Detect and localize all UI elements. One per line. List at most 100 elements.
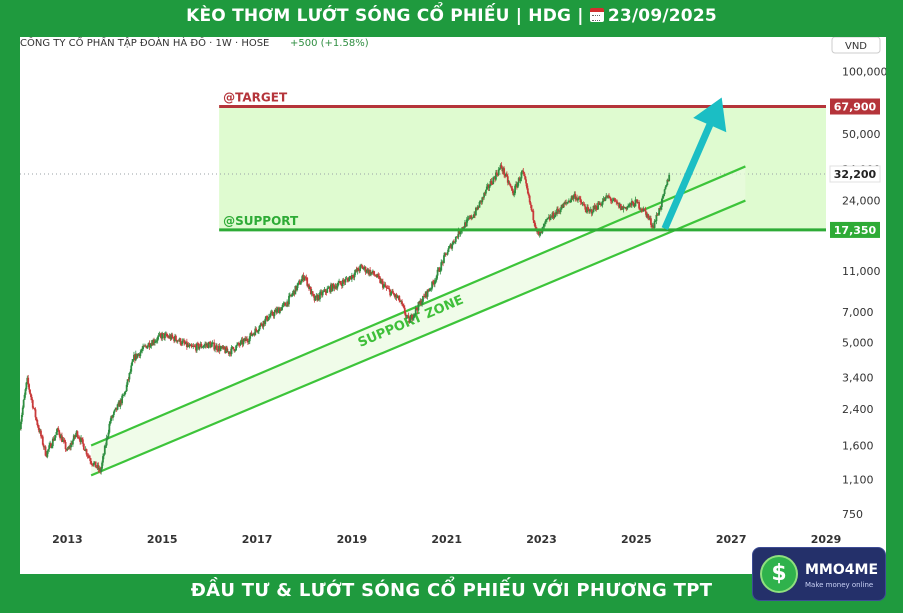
candle-body (290, 295, 293, 297)
candle-body (268, 316, 271, 317)
candle-body (446, 251, 449, 255)
candle-body (410, 315, 413, 318)
candle-body (619, 204, 621, 208)
candle-body (175, 335, 177, 340)
candle-body (603, 198, 606, 201)
candle-body (567, 200, 570, 203)
candle-body (43, 446, 46, 448)
candle-body (126, 379, 129, 385)
candle-body (648, 217, 651, 219)
target-price-label: 67,900 (834, 101, 877, 114)
candle-body (53, 437, 56, 441)
candle-body (611, 200, 614, 202)
candle-body (148, 342, 151, 348)
candle-body (330, 284, 333, 291)
candle-body (308, 284, 310, 290)
currency-selector[interactable] (831, 37, 881, 54)
candle-body (557, 208, 559, 212)
candle-body (437, 268, 440, 270)
candle-body (658, 208, 661, 215)
candle-body (269, 312, 272, 317)
candle-body (293, 290, 296, 295)
candle-body (164, 333, 167, 335)
target-arrow-icon (661, 97, 727, 230)
candle-body (627, 206, 630, 208)
candle-body (382, 284, 385, 288)
candle-body (166, 336, 169, 337)
candle-body (377, 274, 380, 277)
x-tick-label: 2013 (52, 533, 83, 546)
candle-body (82, 443, 85, 450)
candle-body (416, 309, 419, 311)
candle-body (625, 207, 628, 210)
candle-body (67, 448, 70, 450)
candle-body (165, 333, 168, 337)
candle-body (356, 268, 359, 272)
candle-body (83, 449, 86, 451)
candle-body (494, 177, 496, 180)
candle-body (528, 195, 531, 203)
candle-body (585, 209, 588, 213)
candle-body (78, 437, 81, 440)
candle-body (384, 284, 387, 288)
candle-body (318, 295, 320, 300)
candle-body (235, 345, 237, 351)
candle-body (506, 176, 509, 183)
candle-body (646, 214, 649, 217)
x-tick-label: 2025 (621, 533, 652, 546)
candle-body (187, 344, 190, 347)
candle-body (403, 307, 406, 314)
candle-body (258, 325, 261, 330)
candle-body (274, 309, 277, 312)
candle-body (21, 407, 24, 415)
candle-body (460, 230, 463, 233)
candle-body (488, 186, 491, 188)
candle-body (516, 182, 519, 188)
candle-body (337, 282, 340, 286)
candle-body (233, 348, 236, 352)
candle-body (408, 317, 411, 323)
candle-body (532, 210, 535, 221)
candle-body (586, 206, 589, 213)
candle-body (638, 202, 640, 209)
price-chart[interactable]: SUPPORT ZONE @TARGET67,900@SUPPORT17,350… (20, 37, 886, 574)
candle-body (237, 342, 240, 345)
candle-body (470, 215, 473, 219)
candle-body (301, 275, 304, 280)
candle-body (182, 340, 185, 342)
candle-body (138, 353, 141, 357)
candle-body (303, 277, 306, 281)
candle-body (289, 294, 292, 296)
x-tick-label: 2027 (716, 533, 747, 546)
candle-body (251, 334, 254, 336)
candle-body (281, 304, 284, 308)
candle-body (52, 438, 55, 441)
chart-panel[interactable]: SUPPORT ZONE @TARGET 67,900 @SUPPORT 17,350… (20, 37, 886, 574)
candle-body (275, 309, 278, 313)
candle-body (240, 339, 243, 342)
candle-body (579, 198, 582, 203)
candle-body (659, 208, 661, 210)
candle-body (271, 311, 274, 316)
candle-body (519, 178, 522, 182)
candle-body (332, 283, 335, 286)
footer-banner: ĐẦU TƯ & LƯỚT SÓNG CỔ PHIẾU VỚI PHƯƠNG T… (0, 580, 903, 601)
candle-body (514, 185, 516, 194)
candle-body (256, 330, 258, 332)
candle-body (299, 282, 302, 285)
candle-body (143, 345, 145, 347)
candle-body (576, 197, 578, 201)
y-tick-label: 1,600 (842, 440, 874, 453)
candle-body (386, 287, 389, 289)
candle-body (203, 345, 206, 347)
candle-body (128, 372, 131, 380)
candle-body (354, 269, 357, 273)
candle-body (406, 315, 409, 317)
candle-body (107, 432, 110, 437)
candle-body (238, 344, 241, 346)
candle-body (498, 168, 501, 170)
candle-body (25, 382, 28, 390)
candle-body (420, 300, 423, 305)
candle-body (129, 371, 132, 373)
candle-body (287, 301, 289, 305)
